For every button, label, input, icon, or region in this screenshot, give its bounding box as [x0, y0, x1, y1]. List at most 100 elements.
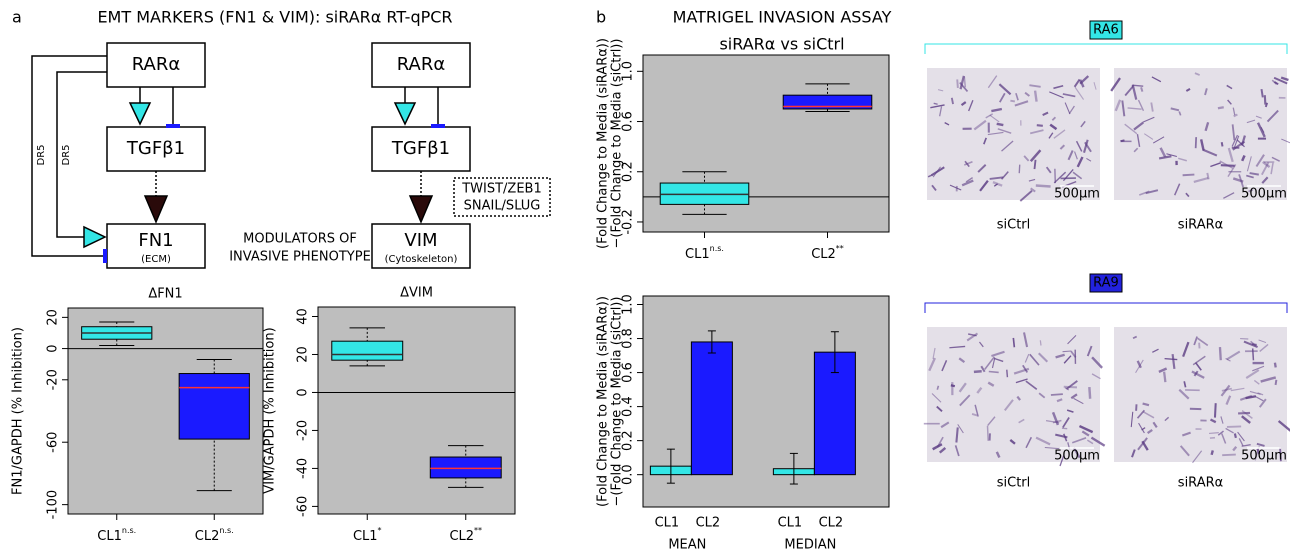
cell [965, 177, 974, 183]
cell [1072, 446, 1081, 459]
y-axis-label: −(Fold Change to Media (siCtrl)) [610, 39, 625, 249]
cell [1152, 348, 1159, 353]
cell [939, 106, 943, 117]
cell [1093, 82, 1097, 90]
panel-label: a [12, 8, 22, 27]
cell [1219, 160, 1234, 169]
assay-subtitle: siRARα vs siCtrl [719, 35, 844, 54]
cell [1164, 416, 1170, 422]
cell [1064, 102, 1071, 115]
cell [1256, 448, 1261, 455]
cell [1076, 156, 1084, 168]
x-tick-label: CL2n.s. [195, 526, 234, 544]
cell [991, 357, 996, 369]
y-axis-label: FN1/GAPDH (% Inhibition) [11, 327, 26, 495]
cell [1251, 343, 1257, 346]
x-tick-label: CL2** [449, 526, 482, 544]
cell [1075, 140, 1083, 152]
cell [1255, 115, 1262, 119]
cell [1033, 90, 1038, 102]
cell [1132, 335, 1138, 340]
cell [1025, 436, 1033, 449]
row-label: RA9 [1093, 276, 1119, 291]
cell [1221, 387, 1232, 392]
node-note: (ECM) [141, 254, 171, 265]
cell [995, 451, 1001, 459]
arrowhead [408, 195, 434, 224]
cell [1114, 99, 1122, 112]
scale-label: 500µm [1241, 187, 1287, 202]
x-tick-label: CL1* [353, 526, 382, 544]
cell [1279, 447, 1282, 462]
cell [978, 341, 984, 348]
cell [1086, 157, 1092, 162]
cell [1158, 367, 1168, 374]
cell [1226, 350, 1241, 361]
cell [1146, 429, 1153, 435]
y-axis-label: −(Fold Change to Media (siCtrl)) [610, 297, 625, 507]
significance: ** [836, 244, 844, 253]
cell [989, 176, 1004, 180]
cell [1023, 332, 1029, 348]
y-tick-label: 0.6 [621, 362, 636, 383]
y-tick-label: 40 [296, 308, 311, 325]
cell [1133, 121, 1144, 131]
cell [1016, 395, 1021, 401]
cell [1124, 123, 1138, 135]
cell [1053, 129, 1066, 139]
significance: n.s. [710, 244, 724, 253]
cell [1225, 357, 1231, 362]
cell [950, 97, 954, 105]
cell [1084, 141, 1092, 153]
cell [973, 119, 987, 131]
cell [1197, 337, 1209, 347]
cell [961, 179, 974, 187]
cell [1150, 102, 1154, 112]
cell [1256, 442, 1265, 447]
cell [931, 184, 937, 192]
y-tick-label: 0.8 [621, 328, 636, 349]
cell [1209, 432, 1219, 434]
y-tick-label: 20 [296, 346, 311, 363]
cell [1230, 387, 1245, 392]
cell [1110, 77, 1121, 92]
cell [936, 385, 940, 390]
cell [1127, 107, 1142, 110]
y-tick-label: -20 [46, 369, 61, 390]
micrograph [927, 68, 1100, 200]
cell [1078, 424, 1094, 434]
y-tick-label: 0.2 [621, 161, 636, 182]
cell [1170, 107, 1180, 112]
cell [987, 416, 996, 426]
diagram [31, 42, 551, 269]
cell [999, 92, 1006, 103]
cell [1039, 340, 1042, 346]
group-label: MEDIAN [784, 538, 836, 551]
cell [1038, 392, 1046, 399]
cell [1131, 449, 1136, 458]
y-tick-label: -100 [46, 490, 61, 520]
significance: n.s. [219, 526, 233, 535]
assay-title: MATRIGEL INVASION ASSAY [673, 8, 892, 27]
cell [1222, 453, 1236, 457]
cell [1259, 343, 1269, 352]
cell [1015, 92, 1019, 101]
cell [991, 350, 1005, 358]
cell [955, 427, 959, 443]
cell [1217, 106, 1224, 110]
cofactor: TWIST/ZEB1 [461, 182, 542, 197]
node-label: VIM [404, 230, 437, 251]
box [178, 373, 250, 440]
cell [950, 384, 956, 388]
y-axis-label: (Fold Change to Media (siRARα)) [596, 296, 611, 507]
cell [1193, 336, 1198, 346]
cell [1193, 370, 1199, 377]
cell [1142, 402, 1150, 407]
cell [1271, 79, 1278, 85]
cell [1029, 129, 1044, 135]
cell [1277, 420, 1290, 432]
cell [1051, 411, 1060, 426]
cell [1193, 176, 1209, 183]
box [782, 94, 873, 110]
scale-label: 500µm [1054, 449, 1100, 464]
